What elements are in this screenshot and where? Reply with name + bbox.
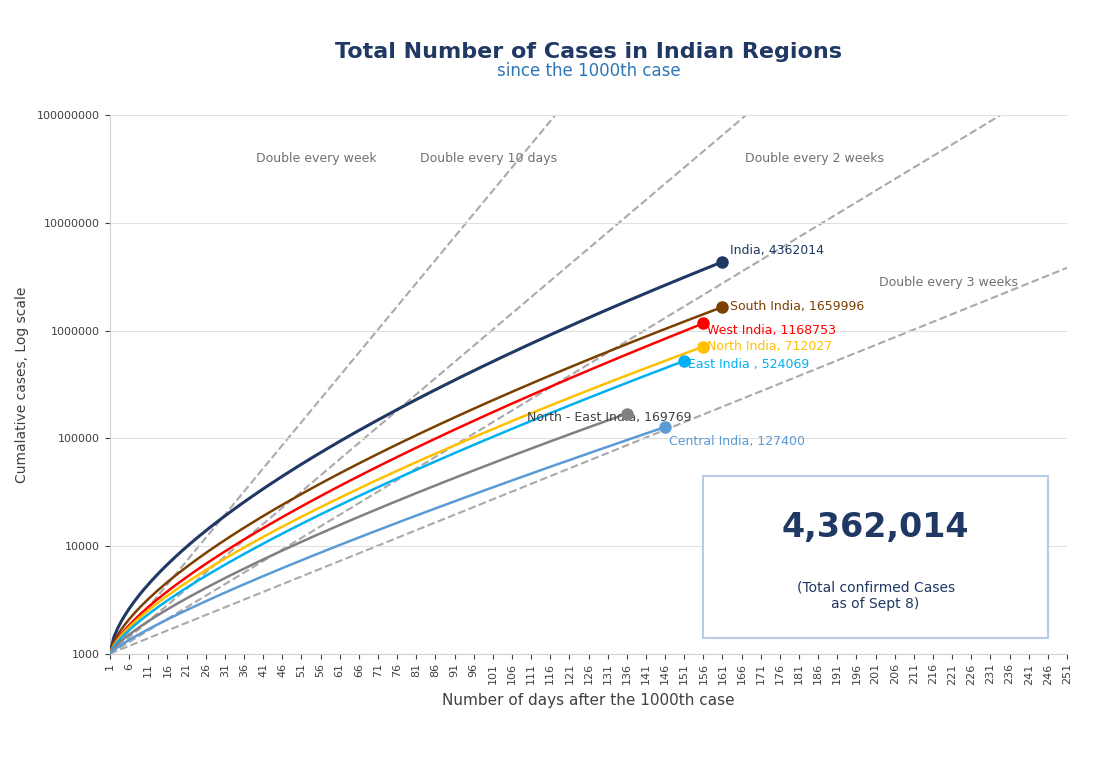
Text: Total Number of Cases in Indian Regions: Total Number of Cases in Indian Regions (336, 42, 842, 62)
Text: South India, 1659996: South India, 1659996 (730, 301, 865, 314)
Text: (Total confirmed Cases
as of Sept 8): (Total confirmed Cases as of Sept 8) (796, 581, 955, 611)
Text: Double every 10 days: Double every 10 days (420, 151, 558, 165)
Text: Central India, 127400: Central India, 127400 (669, 435, 805, 448)
Text: West India, 1168753: West India, 1168753 (707, 325, 836, 337)
Text: India, 4362014: India, 4362014 (730, 245, 824, 258)
X-axis label: Number of days after the 1000th case: Number of days after the 1000th case (442, 693, 735, 708)
Text: North India, 712027: North India, 712027 (707, 340, 833, 353)
Title: since the 1000th case: since the 1000th case (497, 62, 680, 81)
Text: Double every week: Double every week (256, 151, 377, 165)
Text: Double every 3 weeks: Double every 3 weeks (879, 276, 1018, 289)
Text: East India , 524069: East India , 524069 (688, 358, 810, 371)
Text: 4,362,014: 4,362,014 (782, 511, 969, 544)
Text: Double every 2 weeks: Double every 2 weeks (745, 151, 884, 165)
Y-axis label: Cumalative cases, Log scale: Cumalative cases, Log scale (15, 286, 29, 483)
FancyBboxPatch shape (703, 476, 1048, 638)
Text: North - East India, 169769: North - East India, 169769 (527, 411, 692, 424)
